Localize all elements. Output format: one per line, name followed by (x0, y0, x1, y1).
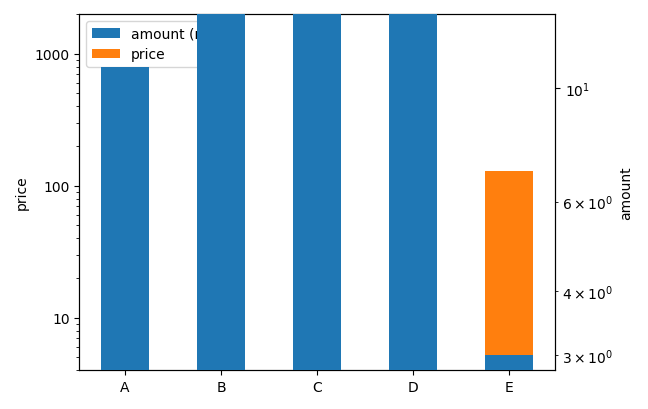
Bar (101, 68, 149, 409)
Bar (101, 115, 149, 312)
Bar (293, 0, 341, 409)
Bar (485, 355, 533, 409)
Bar (197, 0, 245, 409)
Bar (389, 84, 437, 203)
Bar (197, 94, 245, 176)
Bar (485, 171, 533, 387)
Y-axis label: price: price (15, 175, 29, 210)
Y-axis label: amount: amount (619, 166, 633, 219)
Legend: amount (right), price: amount (right), price (86, 22, 238, 68)
Bar (389, 0, 437, 409)
